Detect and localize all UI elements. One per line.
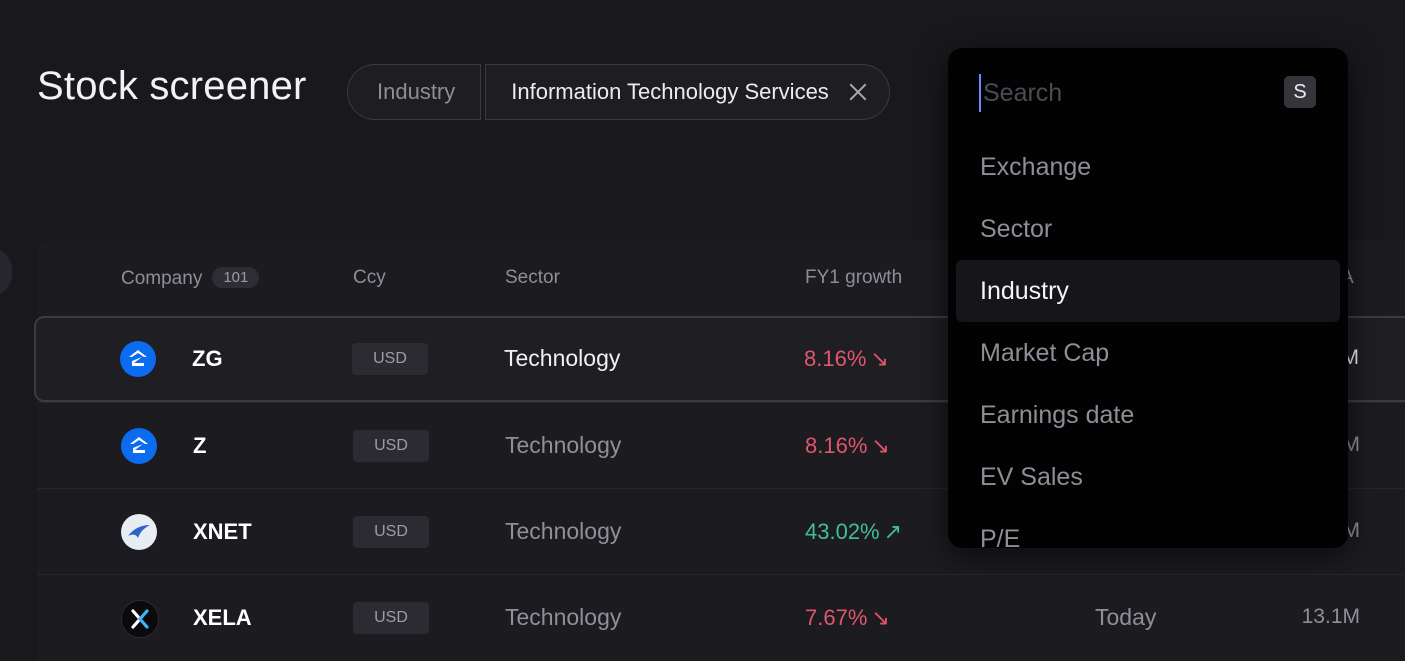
- zillow-logo: [120, 341, 156, 377]
- xnet-logo: [121, 514, 157, 550]
- earnings-date-cell: Today: [1095, 604, 1157, 630]
- filter-chip-value-label: Information Technology Services: [511, 79, 829, 104]
- search-input[interactable]: [979, 74, 1275, 112]
- sector-cell: Technology: [504, 345, 621, 371]
- filter-chip: Industry Information Technology Services: [347, 64, 890, 120]
- ticker-symbol: ZG: [192, 346, 223, 371]
- page-title: Stock screener: [37, 64, 307, 108]
- ticker-symbol: XNET: [193, 519, 252, 544]
- fy1-growth-value: 43.02%: [805, 519, 880, 544]
- table-row[interactable]: XNET USD Technology 43.02% ↗ M: [37, 488, 1405, 575]
- fy1-growth-cell: 7.67% ↘: [805, 605, 890, 631]
- dropdown-item-earnings-date[interactable]: Earnings date: [980, 400, 1135, 429]
- dropdown-item-exchange[interactable]: Exchange: [980, 152, 1092, 181]
- currency-badge: USD: [352, 343, 428, 375]
- market-cap-cell: 13.1M: [1301, 605, 1360, 628]
- column-header-company-label: Company: [121, 268, 203, 289]
- table-row[interactable]: XELA USD Technology 7.67% ↘ Today 13.1M: [37, 574, 1405, 661]
- sector-cell: Technology: [505, 604, 622, 630]
- table-row[interactable]: Z USD Technology 8.16% ↘ M: [37, 402, 1405, 489]
- column-header-fy1-growth[interactable]: FY1 growth: [805, 267, 903, 288]
- fy1-growth-cell: 8.16% ↘: [804, 346, 889, 372]
- dropdown-item-sector[interactable]: Sector: [980, 214, 1053, 243]
- ticker-symbol: XELA: [193, 605, 252, 630]
- result-count-badge: 101: [212, 267, 260, 288]
- currency-badge: USD: [353, 516, 429, 548]
- fy1-growth-value: 8.16%: [805, 433, 868, 458]
- currency-badge: USD: [353, 430, 429, 462]
- xela-logo: [121, 600, 159, 638]
- currency-badge: USD: [353, 602, 429, 634]
- arrow-down-right-icon: ↘: [870, 346, 889, 371]
- filter-dropdown: S Exchange Sector Industry Market Cap Earnin…: [948, 48, 1348, 548]
- column-header-sector[interactable]: Sector: [505, 267, 560, 288]
- dropdown-item-ev-sales[interactable]: EV Sales: [980, 462, 1083, 491]
- sector-cell: Technology: [505, 518, 622, 544]
- fy1-growth-cell: 43.02% ↗: [805, 519, 902, 545]
- keyboard-shortcut-badge: S: [1284, 76, 1316, 108]
- filter-chip-value[interactable]: Information Technology Services: [485, 64, 890, 120]
- fy1-growth-cell: 8.16% ↘: [805, 433, 890, 459]
- dropdown-item-market-cap[interactable]: Market Cap: [980, 338, 1110, 367]
- zillow-logo: [121, 428, 157, 464]
- dropdown-item-p-e[interactable]: P/E: [980, 524, 1021, 549]
- fy1-growth-value: 8.16%: [804, 346, 867, 371]
- arrow-up-right-icon: ↗: [883, 519, 903, 544]
- ticker-symbol: Z: [193, 433, 207, 458]
- arrow-down-right-icon: ↘: [871, 605, 890, 630]
- close-icon[interactable]: [847, 81, 869, 103]
- side-panel-handle[interactable]: [0, 248, 12, 296]
- arrow-down-right-icon: ↘: [871, 433, 890, 458]
- fy1-growth-value: 7.67%: [805, 605, 868, 630]
- filter-chip-key[interactable]: Industry: [347, 64, 482, 120]
- dropdown-item-industry[interactable]: Industry: [956, 260, 1340, 322]
- sector-cell: Technology: [505, 432, 622, 458]
- column-header-company[interactable]: Company 101: [121, 267, 260, 290]
- column-header-ccy[interactable]: Ccy: [353, 267, 386, 288]
